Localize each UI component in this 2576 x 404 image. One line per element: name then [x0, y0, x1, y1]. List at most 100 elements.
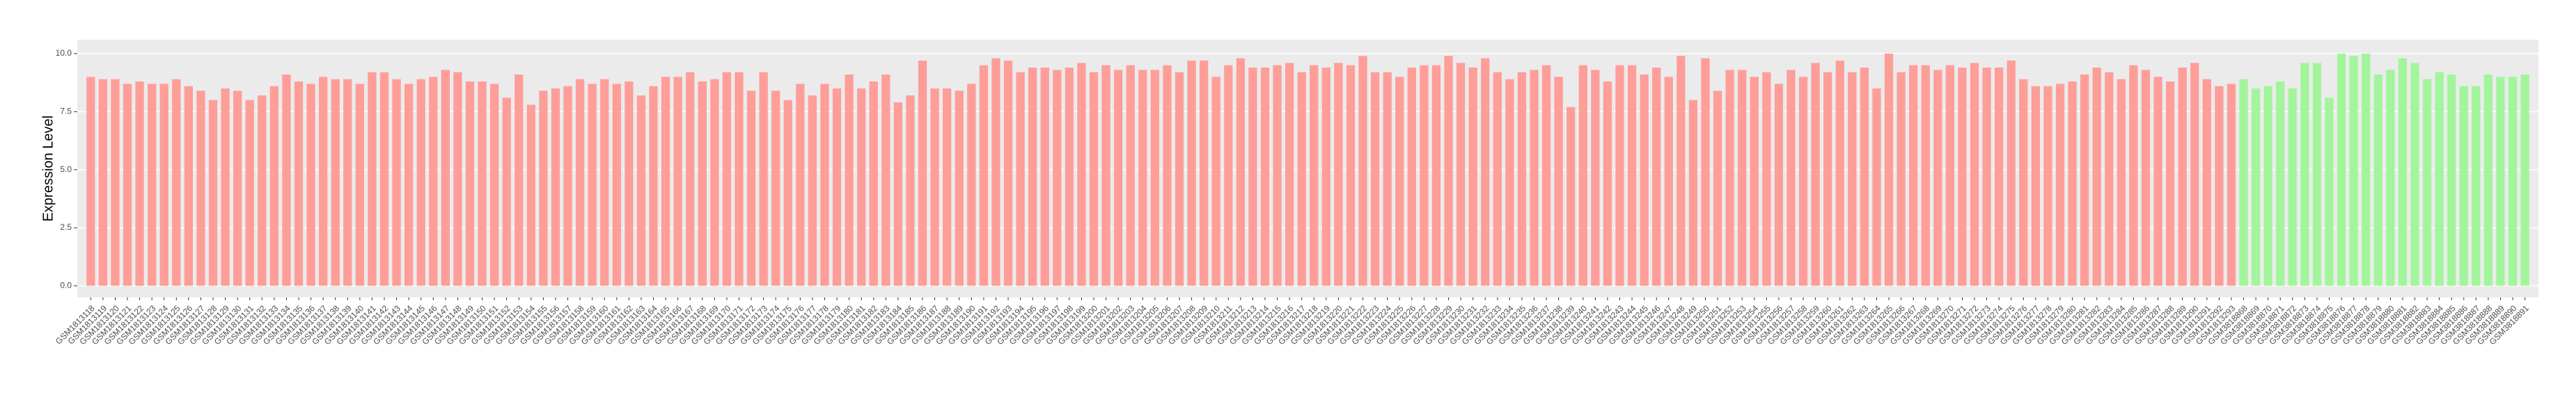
bar — [2508, 77, 2518, 286]
bar — [184, 86, 194, 286]
bar — [208, 100, 218, 286]
bar — [1383, 72, 1392, 286]
bar — [1823, 72, 1832, 286]
bar — [111, 79, 120, 286]
bar — [1334, 63, 1343, 286]
bar — [2520, 75, 2529, 286]
bar — [1260, 68, 1270, 286]
bar — [1200, 61, 1209, 286]
bar — [1224, 65, 1233, 286]
bar — [306, 84, 315, 286]
y-tick-label: 2.5 — [60, 222, 72, 232]
bar — [86, 77, 95, 286]
bar — [625, 81, 634, 286]
bar — [2166, 81, 2175, 286]
bar — [1346, 65, 1356, 286]
bar — [2276, 81, 2285, 286]
bar — [1028, 68, 1037, 286]
bar — [2092, 68, 2101, 286]
bar — [1530, 70, 1539, 286]
bar — [2435, 72, 2444, 286]
bar — [1297, 72, 1306, 286]
bar — [1321, 68, 1331, 286]
bar — [1211, 77, 1220, 286]
bar — [1945, 65, 1955, 286]
bar — [1101, 65, 1110, 286]
bar — [1750, 77, 1759, 286]
bar — [1248, 68, 1257, 286]
bar — [1175, 72, 1184, 286]
bar — [1921, 65, 1930, 286]
bar — [1958, 68, 1967, 286]
bar — [148, 84, 157, 286]
bar — [881, 75, 890, 286]
bar — [343, 79, 352, 286]
bar — [979, 65, 989, 286]
bar — [1860, 68, 1869, 286]
bar — [918, 61, 927, 286]
bar — [1016, 72, 1025, 286]
bar — [368, 72, 377, 286]
bar — [2483, 75, 2493, 286]
bar — [331, 79, 340, 286]
bar — [2386, 70, 2395, 286]
bar — [1370, 72, 1380, 286]
bar — [1468, 68, 1477, 286]
bar — [575, 79, 585, 286]
bar — [735, 72, 744, 286]
bar — [746, 91, 756, 286]
bar — [1652, 68, 1661, 286]
bar — [943, 88, 952, 286]
bar — [1970, 63, 1979, 286]
bar — [1236, 58, 1246, 286]
bar — [2288, 88, 2298, 286]
bar — [355, 84, 365, 286]
bar — [1701, 58, 1710, 286]
bar — [2496, 77, 2505, 286]
bar — [294, 81, 304, 286]
bar — [1089, 72, 1099, 286]
bar — [245, 100, 254, 286]
bar — [661, 77, 670, 286]
bar — [1420, 65, 1429, 286]
bar — [441, 70, 450, 286]
bar — [1310, 65, 1319, 286]
bar — [612, 84, 621, 286]
bar — [796, 84, 805, 286]
bar — [722, 72, 732, 286]
bar — [2312, 63, 2322, 286]
panel — [77, 40, 2538, 297]
bar — [1150, 70, 1160, 286]
y-axis-title: Expression Level — [40, 116, 56, 222]
bar — [172, 79, 181, 286]
bar — [1554, 77, 1563, 286]
y-tick-label: 10.0 — [56, 48, 72, 58]
bar — [379, 72, 389, 286]
bar — [2398, 58, 2408, 286]
bar — [1456, 63, 1466, 286]
bar — [429, 77, 438, 286]
bar — [1578, 65, 1587, 286]
bar — [783, 100, 792, 286]
bar — [478, 81, 487, 286]
bar — [710, 79, 719, 286]
bar — [1835, 61, 1844, 286]
bar — [1762, 72, 1771, 286]
bar — [2410, 63, 2419, 286]
bar — [2226, 84, 2236, 286]
bar — [636, 95, 646, 286]
bar — [1187, 61, 1196, 286]
bar — [832, 88, 842, 286]
y-tick-label: 5.0 — [60, 164, 72, 174]
bar — [269, 86, 279, 286]
bar — [1407, 68, 1416, 286]
bar — [2055, 84, 2065, 286]
bar — [2325, 98, 2334, 286]
bar — [1786, 70, 1796, 286]
bar — [2153, 77, 2162, 286]
bar — [1358, 56, 1367, 286]
bar — [955, 91, 964, 286]
bar — [526, 104, 535, 286]
bar — [2362, 54, 2371, 286]
